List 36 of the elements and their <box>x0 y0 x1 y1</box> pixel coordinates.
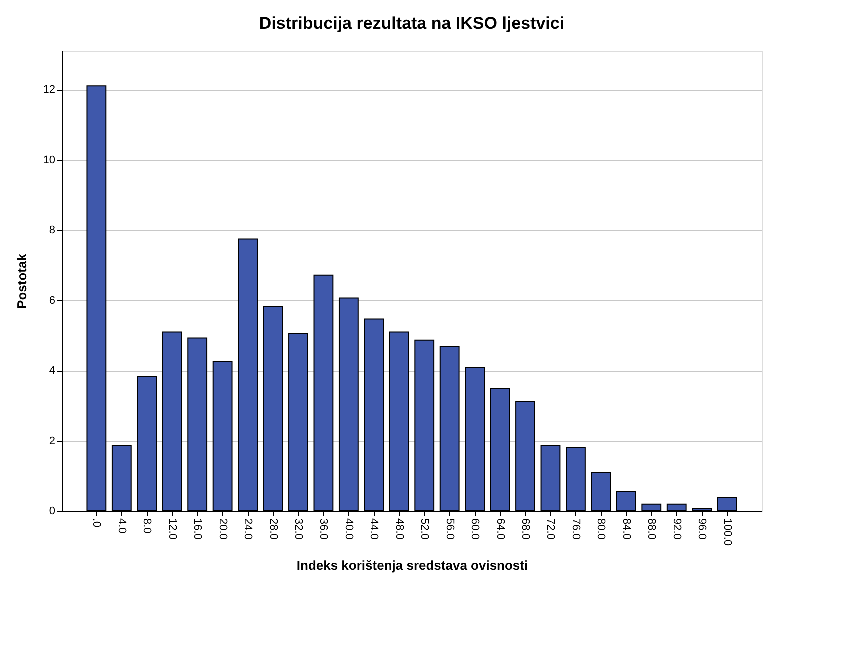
x-tick-label: 12.0 <box>166 518 178 540</box>
x-tick-label: 4.0 <box>116 518 128 534</box>
x-tick-label: 52.0 <box>418 518 431 540</box>
x-tick-label: 56.0 <box>444 518 456 540</box>
x-tick-label: 20.0 <box>216 518 229 540</box>
y-tick-label: 8 <box>49 224 56 237</box>
x-tick-label: 40.0 <box>342 518 355 540</box>
x-tick-label: 92.0 <box>670 518 683 540</box>
x-tick-label: 36.0 <box>318 518 330 540</box>
x-tick-label: 48.0 <box>393 518 406 540</box>
y-tick-label: 10 <box>43 154 56 166</box>
x-tick-label: 68.0 <box>520 518 532 540</box>
x-tick-label: 84.0 <box>620 518 632 540</box>
x-tick-label: 100.0 <box>721 518 734 546</box>
y-tick-label: 12 <box>43 84 56 96</box>
x-tick-label: 44.0 <box>368 518 380 540</box>
x-tick-label: 80.0 <box>595 518 608 540</box>
x-axis-title: Indeks korištenja sredstava ovisnosti <box>296 558 528 574</box>
y-tick-label: 2 <box>49 435 56 448</box>
x-tick-label: 88.0 <box>646 518 658 540</box>
x-tick-label: 24.0 <box>242 518 254 540</box>
y-tick-label: 0 <box>49 506 56 518</box>
x-tick-label: 96.0 <box>696 518 708 540</box>
x-tick-label: 64.0 <box>494 518 506 540</box>
x-tick-label: 60.0 <box>469 518 482 540</box>
x-tick-label: 16.0 <box>192 518 204 540</box>
x-tick-label: 8.0 <box>141 518 154 534</box>
x-tick-label: 32.0 <box>292 518 304 540</box>
chart-title: Distribucija rezultata na IKSO ljestvici <box>259 14 565 33</box>
x-tick-label: .0 <box>90 518 103 528</box>
x-tick-label: 72.0 <box>544 518 557 540</box>
x-tick-label: 76.0 <box>570 518 582 540</box>
y-tick-label: 6 <box>49 294 56 307</box>
y-tick-label: 4 <box>49 365 56 378</box>
y-axis-title: Postotak <box>14 253 30 309</box>
x-tick-label: 28.0 <box>267 518 280 540</box>
